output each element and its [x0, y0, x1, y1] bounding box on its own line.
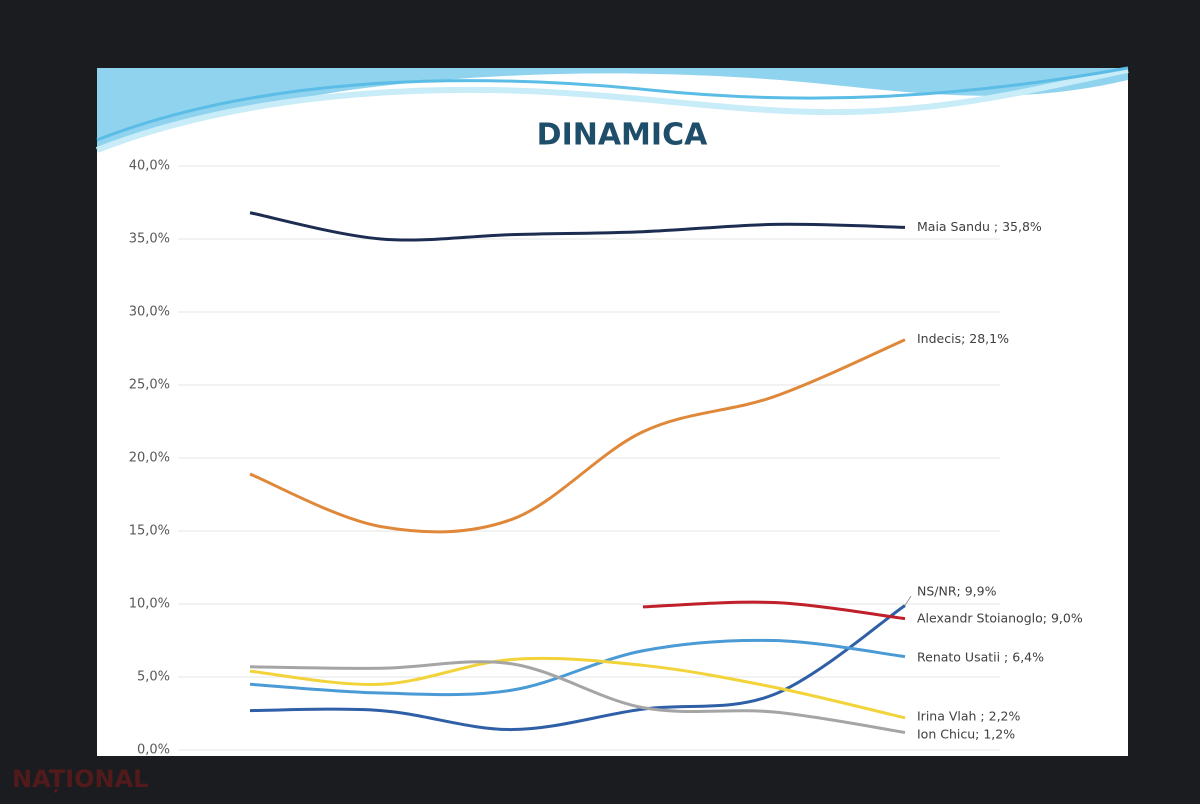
chart-title: DINAMICA: [537, 118, 708, 153]
leader-line: [904, 595, 912, 606]
series-line: [249, 656, 906, 720]
data-label: Ion Chicu; 1,2%: [917, 727, 1015, 742]
series-line: [249, 211, 906, 242]
y-tick-label: 20,0%: [129, 451, 170, 466]
series-line: [249, 638, 906, 697]
wave-line: [95, 67, 1129, 153]
y-tick-label: 0,0%: [137, 743, 170, 758]
series-line: [249, 338, 906, 534]
y-tick-label: 25,0%: [129, 378, 170, 393]
data-label: Renato Usatii ; 6,4%: [917, 650, 1044, 665]
wave-line: [96, 66, 1129, 142]
data-label: Irina Vlah ; 2,2%: [917, 709, 1020, 724]
watermark: NAȚIONAL: [12, 765, 148, 793]
plot: 0,0% 5,0% 10,0% 15,0% 20,0% 25,0% 30,0% 35,0% 40…: [129, 159, 1083, 758]
y-tick-label: 5,0%: [137, 670, 170, 685]
y-tick-label: 30,0%: [129, 305, 170, 320]
series-line: [249, 604, 906, 732]
data-label: Maia Sandu ; 35,8%: [917, 219, 1042, 234]
slide: [97, 68, 1128, 756]
data-label: NS/NR; 9,9%: [917, 584, 997, 599]
data-label: Indecis; 28,1%: [917, 331, 1009, 346]
series-line: [642, 600, 906, 621]
data-label: Alexandr Stoianoglo; 9,0%: [917, 611, 1083, 626]
y-tick-label: 35,0%: [129, 232, 170, 247]
series-line: [249, 660, 906, 734]
y-tick-label: 10,0%: [129, 597, 170, 612]
y-tick-label: 15,0%: [129, 524, 170, 539]
wave: [97, 68, 1128, 150]
y-tick-label: 40,0%: [129, 159, 170, 174]
